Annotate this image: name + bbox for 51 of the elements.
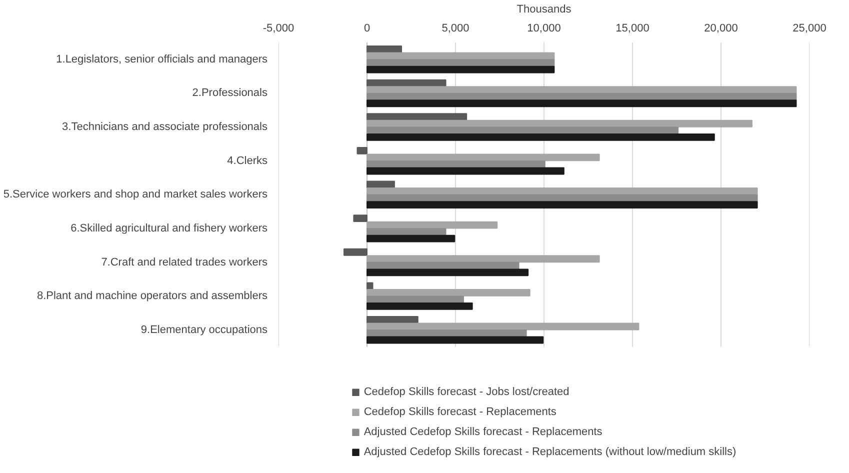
y-tick-label: 8.Plant and machine operators and assemblers (36, 290, 268, 302)
x-tick-label: 0 (364, 22, 370, 34)
bar (366, 282, 374, 290)
legend-label: Cedefop Skills forecast - Jobs lost/created (364, 386, 570, 398)
x-tick-label: 20,000 (704, 22, 738, 34)
y-tick-label: 9.Elementary occupations (140, 324, 268, 336)
bar (366, 133, 715, 141)
bar (353, 214, 368, 222)
bar (366, 113, 468, 121)
bar (366, 234, 456, 242)
legend-label: Adjusted Cedefop Skills forecast - Replacements (without low/medium skills) (364, 446, 736, 458)
x-axis-title: Thousands (516, 4, 572, 16)
y-tick-label: 1.Legislators, senior officials and managers (56, 53, 268, 66)
bar (366, 221, 498, 229)
y-tick-label: 3.Technicians and associate professionals (62, 121, 268, 134)
bar (366, 322, 640, 330)
bar (343, 248, 368, 256)
bar (366, 167, 564, 175)
bar (366, 86, 797, 94)
bar (366, 59, 555, 66)
bar (366, 126, 679, 134)
x-tick-label: 5,000 (442, 22, 470, 34)
legend-label: Cedefop Skills forecast - Replacements (364, 406, 556, 418)
bar (366, 255, 600, 263)
bar (366, 46, 402, 53)
x-tick-label: 10,000 (527, 22, 561, 34)
y-tick-label: 6.Skilled agricultural and fishery workers (70, 222, 268, 234)
x-tick-label: 15,000 (616, 22, 650, 34)
y-tick-label: 5.Service workers and shop and market sales workers (3, 188, 268, 201)
x-tick-label: 25,000 (792, 22, 826, 34)
bar (366, 316, 418, 324)
bar (366, 120, 752, 128)
bar (366, 302, 473, 310)
y-tick-label: 4.Clerks (227, 154, 268, 167)
bar (366, 228, 446, 236)
bar (366, 188, 758, 195)
bar (366, 336, 544, 344)
bar (366, 100, 797, 108)
x-tick-label: -5,000 (262, 22, 294, 34)
bar (366, 288, 530, 296)
bar (366, 160, 546, 168)
bar (356, 146, 368, 154)
bar (366, 296, 464, 304)
bar (366, 201, 758, 208)
bar (366, 268, 529, 276)
bar (366, 330, 527, 337)
bar (366, 154, 600, 162)
bar (366, 66, 555, 74)
legend-label: Adjusted Cedefop Skills forecast - Replacements (364, 426, 602, 438)
y-tick-label: 2.Professionals (192, 87, 268, 100)
y-tick-label: 7.Craft and related trades workers (101, 256, 268, 268)
